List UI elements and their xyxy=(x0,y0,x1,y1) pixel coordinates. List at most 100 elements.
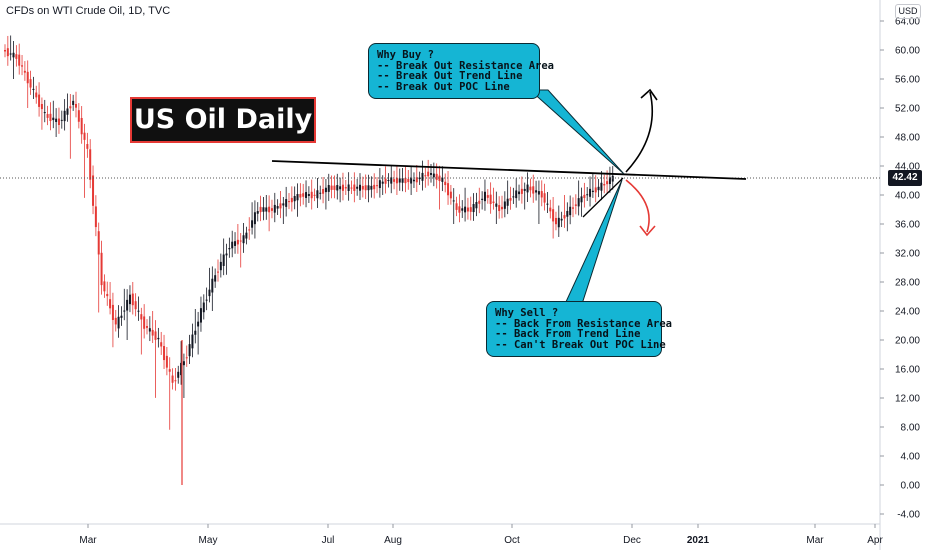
candle-body xyxy=(481,198,484,200)
candle-body xyxy=(180,362,183,376)
candle-body xyxy=(194,330,197,335)
candle-body xyxy=(586,194,589,196)
candle-body xyxy=(137,310,140,312)
candle-body xyxy=(333,185,336,190)
candle-body xyxy=(55,118,58,122)
candle-body xyxy=(131,293,134,306)
sell-callout-title: Why Sell ? xyxy=(495,307,559,319)
candle-body xyxy=(554,217,557,225)
candle-body xyxy=(234,241,237,246)
candle-body xyxy=(469,207,472,212)
symbol-header: CFDs on WTI Crude Oil, 1D, TVC xyxy=(6,5,171,17)
candle-body xyxy=(12,52,15,58)
time-tick-label: Mar xyxy=(79,535,97,546)
candle-body xyxy=(546,203,549,205)
candle-body xyxy=(410,177,413,184)
candle-body xyxy=(580,196,583,203)
candle-body xyxy=(60,119,63,121)
candle-body xyxy=(461,208,464,211)
candle-body xyxy=(290,197,293,203)
candle-body xyxy=(72,100,75,105)
candle-body xyxy=(424,175,427,177)
candle-body xyxy=(387,179,390,182)
candle-body xyxy=(347,184,350,192)
candle-body xyxy=(313,194,316,196)
candle-body xyxy=(231,241,234,249)
time-axis[interactable]: Mar May Jul Aug Oct Dec 2021 Mar Apr xyxy=(79,524,883,546)
candle-body xyxy=(438,175,441,182)
price-tick-label: 4.00 xyxy=(901,452,921,463)
candle-body xyxy=(86,144,89,149)
candle-body xyxy=(458,206,461,213)
candle-body xyxy=(540,191,543,198)
candle-body xyxy=(66,108,69,115)
candle-body xyxy=(532,186,535,194)
time-tick-label: May xyxy=(199,535,218,546)
support-trend-line[interactable] xyxy=(582,177,624,218)
candle-body xyxy=(29,79,32,88)
candle-body xyxy=(245,232,248,239)
candle-body xyxy=(356,186,359,189)
candle-body xyxy=(199,308,202,323)
candle-body xyxy=(276,206,279,209)
candle-body xyxy=(63,110,66,122)
candle-body xyxy=(381,181,384,184)
candle-body xyxy=(572,207,574,209)
candle-body xyxy=(219,261,222,271)
candle-body xyxy=(128,294,131,305)
candle-body xyxy=(293,196,296,202)
candle-body xyxy=(523,188,526,191)
sell-arrow-head xyxy=(639,225,656,237)
candle-body xyxy=(432,173,435,178)
currency-label[interactable]: USD xyxy=(895,4,921,19)
candle-body xyxy=(503,201,506,209)
candle-body xyxy=(168,369,171,372)
candle-body xyxy=(4,50,6,52)
candle-body xyxy=(140,314,143,320)
buy-arrow-line xyxy=(625,91,654,173)
candle-body xyxy=(407,178,410,183)
price-tick-label: 16.00 xyxy=(895,365,920,376)
price-tick-label: 28.00 xyxy=(895,278,920,289)
candle-body xyxy=(26,71,29,84)
candle-body xyxy=(560,218,563,221)
candle-body xyxy=(552,209,555,222)
candle-body xyxy=(401,178,404,183)
sell-arrow-line xyxy=(625,179,650,233)
buy-arrow-head xyxy=(640,88,658,101)
candle-body xyxy=(594,187,597,193)
candle-body xyxy=(262,207,265,212)
candle-body xyxy=(339,186,342,190)
candle-body xyxy=(191,334,194,349)
price-tick-label: -4.00 xyxy=(897,510,920,521)
candle-body xyxy=(188,344,191,357)
candle-body xyxy=(185,357,188,359)
time-tick-label: Mar xyxy=(806,535,824,546)
candle-body xyxy=(126,299,129,311)
time-tick-label: Oct xyxy=(504,535,520,546)
buy-callout-line-3: -- Break Out POC Line xyxy=(377,80,510,93)
candle-body xyxy=(574,204,577,206)
candle-body xyxy=(146,326,148,328)
resistance-trend-line[interactable] xyxy=(271,160,747,180)
candle-body xyxy=(52,117,55,121)
candle-body xyxy=(591,190,594,192)
candle-body xyxy=(205,299,208,301)
candle-body xyxy=(117,316,120,329)
candle-body xyxy=(324,187,327,193)
candle-body xyxy=(111,304,114,320)
price-axis[interactable]: 64.00 60.00 56.00 52.00 48.00 44.00 40.00 36.00… xyxy=(880,17,920,521)
buy-callout[interactable]: Why Buy ? -- Break Out Resistance Area -… xyxy=(368,43,554,99)
candle-body xyxy=(589,188,592,197)
candle-body xyxy=(282,203,285,206)
candle-body xyxy=(165,355,168,368)
candle-body xyxy=(367,185,370,191)
candle-body xyxy=(483,191,486,202)
candle-body xyxy=(75,103,77,108)
candle-body xyxy=(236,239,239,245)
candle-body xyxy=(526,184,529,193)
sell-callout[interactable]: Why Sell ? -- Back From Resistance Area … xyxy=(486,301,672,357)
candle-body xyxy=(15,54,18,59)
candle-body xyxy=(157,337,160,340)
candle-body xyxy=(310,191,313,199)
